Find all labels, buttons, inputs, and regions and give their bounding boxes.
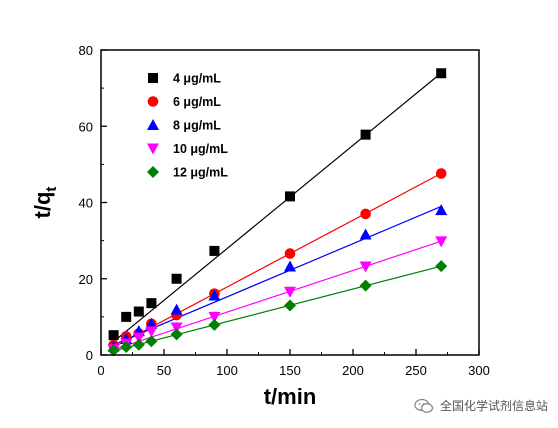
data-point-series-5: [208, 318, 221, 331]
legend-marker-series-4: [147, 143, 159, 155]
data-point-series-5: [170, 328, 183, 341]
y-axis-label-main: t/q: [30, 192, 55, 219]
legend-marker-series-3: [147, 119, 159, 130]
x-tick-label: 300: [468, 363, 490, 378]
axes: 0 50 100 150 200 250 300 0 20 40 60 80: [79, 43, 490, 378]
x-tick-label: 250: [405, 363, 427, 378]
data-point-series-1: [360, 129, 371, 140]
legend-label-series-5: 12 μg/mL: [173, 166, 228, 180]
data-point-series-5: [120, 340, 133, 353]
data-point-series-3: [145, 317, 158, 329]
data-point-series-1: [209, 245, 220, 256]
fit-line-series-1: [113, 72, 442, 343]
data-point-series-4: [359, 261, 372, 273]
fit-line-series-4: [113, 240, 442, 351]
data-point-series-2: [284, 248, 296, 259]
data-point-series-5: [359, 279, 372, 292]
data-point-series-1: [436, 68, 447, 79]
legend-marker-series-1: [148, 73, 158, 83]
y-axis-label: t/qt: [30, 187, 60, 219]
data-point-series-3: [170, 303, 183, 315]
y-tick-label: 40: [79, 196, 93, 211]
fit-lines: [113, 72, 442, 352]
data-point-series-3: [359, 228, 372, 240]
x-tick-label: 100: [216, 363, 238, 378]
y-tick-label: 60: [79, 119, 93, 134]
data-point-series-5: [107, 344, 120, 357]
data-point-series-5: [145, 335, 158, 348]
legend-label-series-1: 4 μg/mL: [173, 72, 221, 86]
data-point-series-5: [132, 338, 145, 351]
x-tick-label: 0: [97, 363, 104, 378]
data-point-series-3: [284, 260, 296, 272]
data-point-series-1: [121, 311, 132, 322]
fit-line-series-3: [113, 205, 442, 346]
data-point-series-5: [284, 299, 296, 312]
y-tick-label: 80: [79, 43, 93, 58]
legend-marker-series-2: [147, 96, 159, 107]
data-point-series-3: [208, 289, 221, 301]
data-point-series-1: [146, 298, 157, 309]
y-axis-label-subscript: t: [43, 187, 60, 192]
watermark-text: 全国化学试剂信息站: [439, 399, 548, 413]
data-point-series-2: [435, 168, 447, 179]
data-point-series-1: [171, 273, 182, 284]
data-point-series-2: [360, 208, 371, 220]
data-point-series-4: [145, 326, 158, 338]
x-tick-label: 50: [157, 363, 171, 378]
data-point-series-1: [285, 191, 295, 202]
x-tick-label: 150: [279, 363, 301, 378]
data-point-series-5: [435, 260, 448, 273]
watermark: 全国化学试剂信息站: [414, 397, 548, 414]
legend-label-series-2: 6 μg/mL: [173, 95, 221, 109]
data-point-series-4: [170, 322, 183, 334]
y-tick-label: 0: [86, 348, 93, 363]
data-point-series-1: [108, 330, 119, 341]
data-point-series-4: [284, 286, 296, 298]
data-points: [107, 68, 448, 357]
y-tick-label: 20: [79, 272, 93, 287]
legend-label-series-3: 8 μg/mL: [173, 119, 221, 133]
wechat-icon: [414, 398, 434, 413]
legend-marker-series-5: [147, 166, 159, 178]
data-point-series-1: [133, 306, 144, 317]
x-tick-label: 200: [342, 363, 364, 378]
x-axis-label: t/min: [264, 384, 317, 409]
legend-label-series-4: 10 μg/mL: [173, 142, 228, 156]
legend: 4 μg/mL 6 μg/mL 8 μg/mL 10 μg/mL 12 μg/mL: [147, 72, 228, 180]
data-point-series-4: [208, 311, 221, 323]
data-point-series-3: [435, 204, 448, 216]
fit-line-series-2: [113, 172, 442, 348]
fit-line-series-5: [113, 265, 442, 352]
data-point-series-4: [435, 236, 448, 248]
data-point-series-4: [132, 332, 145, 344]
